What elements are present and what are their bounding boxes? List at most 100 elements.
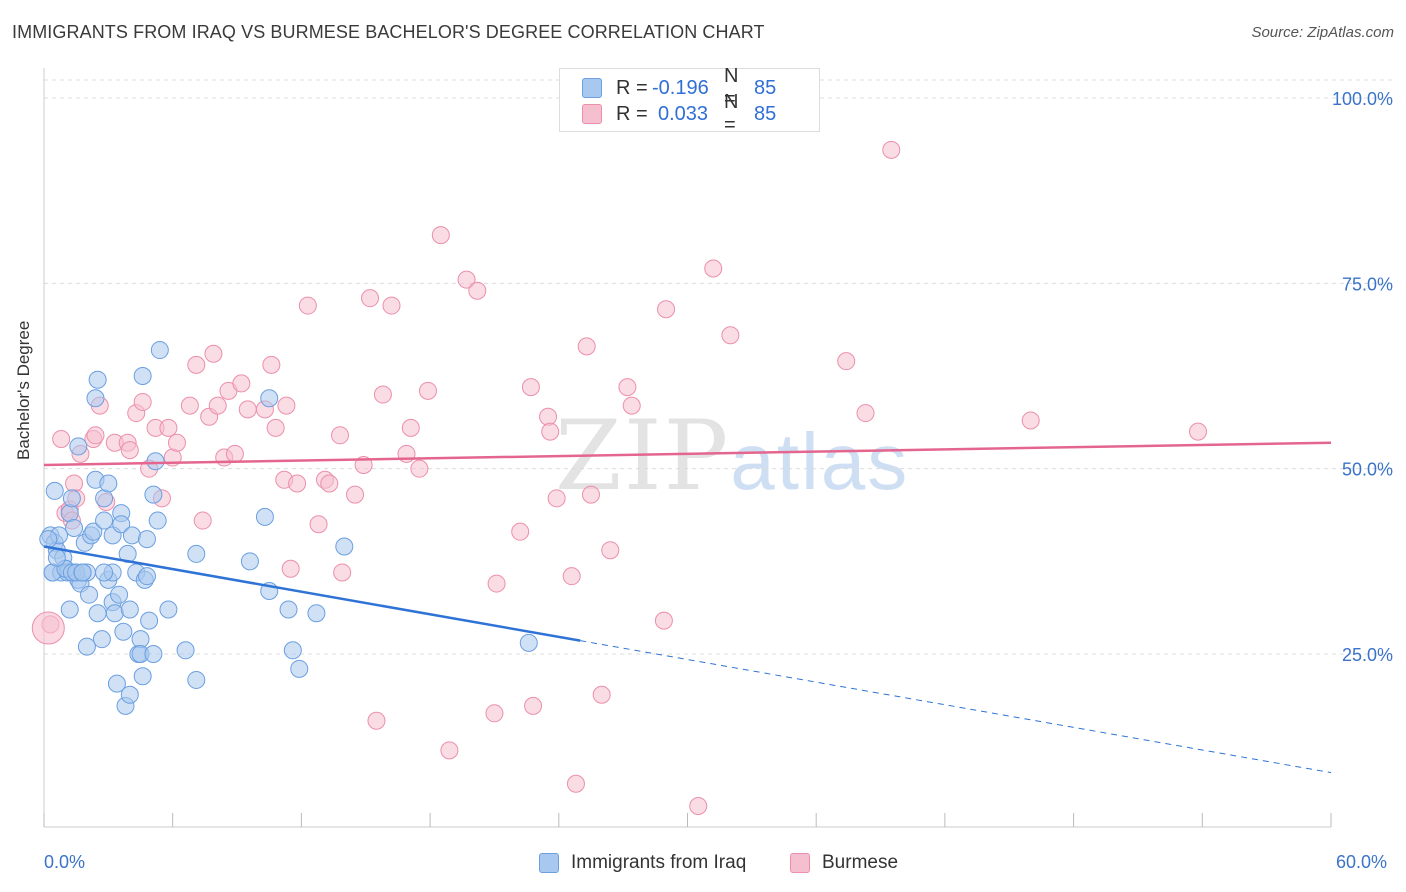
iraq-point [279,600,298,619]
burmese-point [298,296,317,315]
burmese-point [52,430,71,449]
burmese-point [232,374,251,393]
burmese-point [193,511,212,530]
burmese-point [487,574,506,593]
iraq-point [60,504,79,523]
burmese-point [524,696,543,715]
burmese-point [856,404,875,423]
iraq-trend-extension [580,640,1332,774]
iraq-point [290,659,309,678]
burmese-point [159,418,178,437]
iraq-point [137,567,156,586]
x-tick-label-max: 60.0% [1336,852,1388,872]
burmese-point [468,281,487,300]
iraq-point [60,600,79,619]
burmese-point [440,741,459,760]
iraq-point [73,563,92,582]
legend-n-value: 85 [754,76,777,99]
y-tick-label: 100.0% [1332,89,1393,109]
iraq-point [88,604,107,623]
iraq-point [176,641,195,660]
iraq-point [92,630,111,649]
burmese-point [187,355,206,374]
y-tick-label: 50.0% [1342,460,1393,480]
bottom-legend-label-iraq: Immigrants from Iraq [571,852,747,873]
iraq-point [95,563,114,582]
iraq-point [88,370,107,389]
iraq-point [187,670,206,689]
burmese-point [837,352,856,371]
iraq-point [260,389,279,408]
burmese-point [208,396,227,415]
burmese-point [1189,422,1208,441]
bottom-legend-swatch-burmese [790,853,810,873]
burmese-point [180,396,199,415]
burmese-point [361,289,380,308]
burmese-point [566,774,585,793]
burmese-point [592,685,611,704]
iraq-point [77,637,96,656]
iraq-point [122,526,141,545]
burmese-point [266,418,285,437]
burmese-point [431,226,450,245]
burmese-point [225,444,244,463]
burmese-point [31,611,65,645]
legend-n-label: N = [724,65,739,110]
chart-title: IMMIGRANTS FROM IRAQ VS BURMESE BACHELOR… [12,22,765,42]
burmese-point [511,522,530,541]
burmese-point [562,567,581,586]
burmese-point [373,385,392,404]
burmese-point [331,426,350,445]
legend-r-label: R = [616,76,648,99]
iraq-point [107,674,126,693]
burmese-point [86,426,105,445]
burmese-point [167,433,186,452]
iraq-point [84,522,103,541]
iraq-point [114,622,133,641]
burmese-point [521,378,540,397]
iraq-point [120,600,139,619]
burmese-point [547,489,566,508]
iraq-point [39,530,58,549]
burmese-point [333,563,352,582]
burmese-point [346,485,365,504]
iraq-point [80,585,99,604]
iraq-point [144,485,163,504]
legend-row-iraq: R = -0.196 N = 85 [582,65,777,110]
burmese-point [120,441,139,460]
burmese-point [309,515,328,534]
iraq-trend-line [43,545,581,642]
burmese-trend-line [43,441,1332,467]
iraq-point [150,341,169,360]
burmese-point [618,378,637,397]
burmese-point [721,326,740,345]
iraq-point [240,552,259,571]
burmese-point [654,611,673,630]
iraq-point [144,645,163,663]
legend-row-burmese: R = 0.033 N = 85 [582,91,776,136]
iraq-point [69,437,88,456]
iraq-point [62,489,81,508]
iraq-point [65,518,84,537]
bottom-legend-label-burmese: Burmese [822,852,899,873]
correlation-legend: R = -0.196 N = 85 R = 0.033 N = 85 [559,65,820,136]
burmese-point [704,259,723,278]
bottom-legend-iraq: Immigrants from Iraq [539,852,746,874]
y-axis-label: Bachelor's Degree [14,320,33,460]
iraq-point [255,507,274,526]
burmese-point [238,400,257,419]
burmese-point [281,559,300,578]
burmese-point [882,140,901,159]
watermark-atlas: atlas [730,417,910,506]
legend-swatch-iraq [582,78,602,98]
burmese-point [657,300,676,319]
iraq-point [86,389,105,408]
burmese-point [401,418,420,437]
burmese-point [485,704,504,723]
iraq-point [187,544,206,563]
iraq-point [335,537,354,556]
iraq-point [120,685,139,704]
iraq-point [95,489,114,508]
iraq-point [112,515,131,534]
